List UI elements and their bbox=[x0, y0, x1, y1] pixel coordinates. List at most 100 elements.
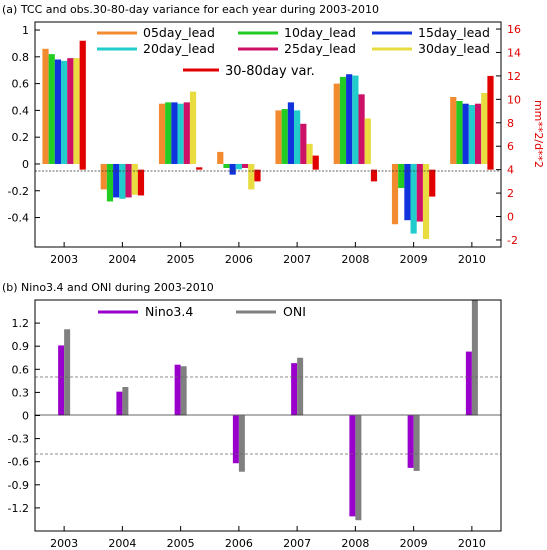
bar-05day-lead-2005 bbox=[158, 103, 166, 164]
bar-30day-lead-2003 bbox=[73, 58, 80, 164]
panel-a-title: (a) TCC and obs.30-80-day variance for e… bbox=[2, 3, 379, 16]
y-tick-label: -0.2 bbox=[8, 185, 29, 198]
x-tick-label: 2009 bbox=[400, 537, 428, 550]
y-tick-label: 0.8 bbox=[12, 51, 30, 64]
x-tick-label: 2010 bbox=[458, 537, 486, 550]
x-tick-label: 2007 bbox=[283, 537, 311, 550]
bar-30-80day-var--2007 bbox=[312, 155, 319, 170]
panel-a-x-axis: 2003 2004 2005 2006 2007 2008 2009 2010 bbox=[50, 242, 486, 266]
bar-nino3-4-2005 bbox=[174, 364, 181, 416]
bar-15day-lead-2004 bbox=[113, 163, 120, 198]
bar-05day-lead-2003 bbox=[42, 48, 49, 164]
x-tick-label: 2003 bbox=[50, 537, 78, 550]
x-tick-label: 2008 bbox=[341, 253, 369, 266]
right-y-tick-label: 2 bbox=[507, 187, 514, 200]
bar-nino3-4-2007 bbox=[291, 363, 298, 416]
bar-20day-lead-2008 bbox=[352, 75, 359, 164]
bar-oni-2003 bbox=[64, 329, 71, 416]
bar-15day-lead-2010 bbox=[462, 103, 469, 164]
legend-label: 30-80day var. bbox=[225, 64, 315, 79]
bar-20day-lead-2003 bbox=[61, 60, 68, 164]
y-tick-label: 1 bbox=[22, 24, 29, 37]
bar-25day-lead-2007 bbox=[300, 123, 307, 164]
bar-30-80day-var--2009 bbox=[429, 169, 436, 197]
bar-30day-lead-2006 bbox=[248, 163, 255, 190]
bar-nino3-4-2006 bbox=[232, 415, 239, 464]
bar-25day-lead-2006 bbox=[241, 163, 249, 168]
right-y-tick-label: 8 bbox=[507, 117, 514, 130]
bar-15day-lead-2008 bbox=[346, 74, 353, 164]
legend-label: 10day_lead bbox=[284, 25, 356, 40]
bar-30day-lead-2009 bbox=[422, 163, 430, 239]
bar-30-80day-var--2003 bbox=[79, 40, 86, 170]
legend-label: ONI bbox=[283, 304, 306, 319]
y-tick-label: 0.6 bbox=[12, 363, 30, 376]
right-y-tick-label: 10 bbox=[507, 93, 521, 106]
panel-a-right-axis-label: mm**2/d**2 bbox=[532, 100, 545, 168]
panel-b-legend: Nino3.4 ONI bbox=[98, 304, 306, 319]
bar-30day-lead-2008 bbox=[364, 118, 371, 164]
bar-oni-2007 bbox=[297, 357, 304, 416]
x-tick-label: 2005 bbox=[167, 537, 195, 550]
legend-label: 30day_lead bbox=[418, 41, 490, 56]
bar-05day-lead-2004 bbox=[100, 163, 107, 190]
bar-oni-2010 bbox=[471, 300, 478, 416]
bar-20day-lead-2006 bbox=[235, 163, 242, 170]
y-tick-label: 0.3 bbox=[12, 386, 30, 399]
x-tick-label: 2004 bbox=[108, 537, 136, 550]
y-tick-label: -0.9 bbox=[8, 479, 29, 492]
bar-05day-lead-2010 bbox=[450, 97, 457, 164]
bar-20day-lead-2009 bbox=[410, 163, 417, 234]
bar-15day-lead-2006 bbox=[229, 163, 236, 175]
x-tick-label: 2007 bbox=[283, 253, 311, 266]
panel-b-title: (b) Nino3.4 and ONI during 2003-2010 bbox=[2, 281, 214, 294]
right-y-tick-label: 4 bbox=[507, 164, 514, 177]
y-tick-label: -0.3 bbox=[8, 433, 29, 446]
bar-oni-2006 bbox=[238, 415, 245, 472]
bar-30-80day-var--2005 bbox=[196, 167, 203, 170]
bar-30-80day-var--2008 bbox=[370, 169, 378, 182]
bar-10day-lead-2010 bbox=[456, 101, 463, 164]
y-tick-label: 0.2 bbox=[12, 131, 30, 144]
panel-a-right-axis: -2 0 2 4 6 8 10 12 14 16 bbox=[496, 23, 521, 247]
x-tick-label: 2006 bbox=[225, 537, 253, 550]
right-y-tick-label: 14 bbox=[507, 46, 521, 59]
legend-label: 20day_lead bbox=[143, 41, 215, 56]
bar-05day-lead-2009 bbox=[391, 163, 399, 225]
bar-05day-lead-2006 bbox=[217, 151, 224, 164]
bar-30day-lead-2007 bbox=[306, 143, 313, 164]
bar-20day-lead-2010 bbox=[468, 105, 475, 164]
bar-25day-lead-2005 bbox=[183, 102, 190, 164]
x-tick-label: 2003 bbox=[50, 253, 78, 266]
panel-a-bars bbox=[42, 40, 494, 239]
bar-oni-2005 bbox=[180, 366, 187, 416]
y-tick-label: -0.4 bbox=[8, 212, 29, 225]
bar-nino3-4-2004 bbox=[116, 391, 123, 416]
legend-label: 25day_lead bbox=[284, 41, 356, 56]
bar-25day-lead-2004 bbox=[125, 163, 132, 198]
y-tick-label: 0 bbox=[22, 410, 29, 423]
bar-05day-lead-2007 bbox=[275, 110, 282, 164]
panel-a: (a) TCC and obs.30-80-day variance for e… bbox=[2, 3, 545, 266]
x-tick-label: 2008 bbox=[341, 537, 369, 550]
panel-b: (b) Nino3.4 and ONI during 2003-2010 -1.… bbox=[2, 281, 502, 550]
panel-b-x-axis: 2003 2004 2005 2006 2007 2008 2009 2010 bbox=[50, 526, 486, 550]
bar-15day-lead-2005 bbox=[171, 102, 178, 164]
bar-10day-lead-2004 bbox=[106, 163, 114, 202]
bar-30-80day-var--2006 bbox=[254, 169, 261, 182]
bar-nino3-4-2010 bbox=[465, 351, 472, 416]
right-y-tick-label: 0 bbox=[507, 211, 514, 224]
bar-nino3-4-2009 bbox=[407, 415, 414, 468]
right-y-tick-label: 16 bbox=[507, 23, 521, 36]
bar-30day-lead-2005 bbox=[189, 91, 197, 164]
bar-nino3-4-2008 bbox=[349, 415, 356, 517]
bar-25day-lead-2008 bbox=[358, 94, 365, 164]
y-tick-label: 0.4 bbox=[12, 104, 30, 117]
bar-15day-lead-2003 bbox=[54, 59, 62, 164]
bar-30day-lead-2010 bbox=[481, 92, 488, 164]
bar-20day-lead-2005 bbox=[177, 103, 184, 164]
panel-b-frame bbox=[34, 299, 502, 532]
x-tick-label: 2005 bbox=[167, 253, 195, 266]
bar-20day-lead-2007 bbox=[294, 110, 301, 164]
